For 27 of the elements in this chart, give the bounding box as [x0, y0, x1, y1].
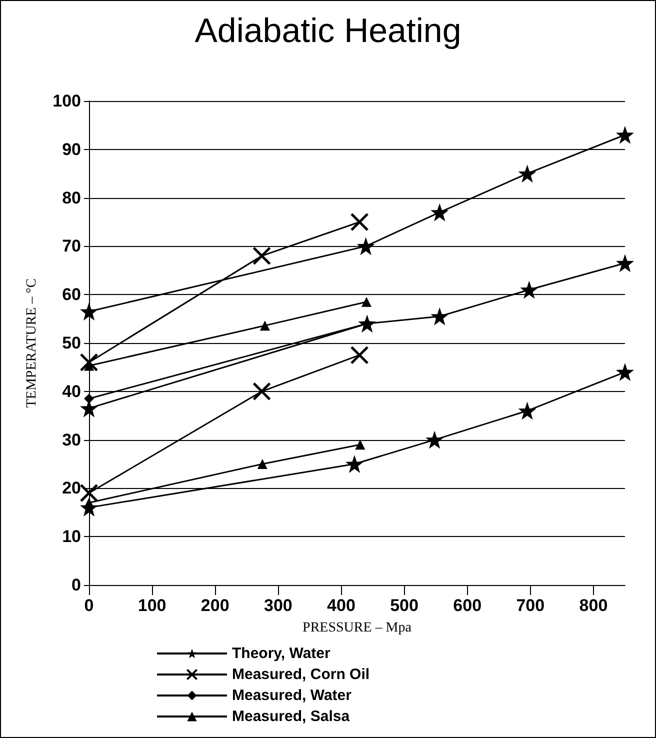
y-tick-label: 90 — [62, 140, 81, 159]
x-tick-label: 400 — [327, 596, 356, 615]
y-tick-label: 100 — [52, 92, 81, 110]
x-tick-label: 0 — [84, 596, 94, 615]
x-axis-title: PRESSURE – Mpa — [302, 620, 412, 636]
x-tick-label: 600 — [453, 596, 482, 615]
legend-label: Measured, Salsa — [232, 708, 350, 725]
y-tick-label: 70 — [62, 236, 81, 256]
x-tick-label: 800 — [579, 596, 608, 615]
x-tick-label: 500 — [390, 596, 418, 615]
y-tick-label: 40 — [62, 382, 81, 401]
y-tick-label: 0 — [72, 576, 81, 594]
y-tick-label: 50 — [62, 334, 81, 352]
x-tick-label: 200 — [200, 596, 230, 615]
y-axis-title: TEMPERATURE – °C — [24, 278, 40, 408]
x-tick-label: 300 — [264, 596, 292, 615]
y-tick-label: 60 — [62, 285, 81, 304]
legend-label: Measured, Corn Oil — [232, 666, 370, 683]
legend-label: Measured, Water — [232, 687, 352, 704]
legend-label: Theory, Water — [232, 645, 331, 662]
y-tick-label: 30 — [62, 430, 81, 450]
y-tick-label: 80 — [62, 188, 81, 208]
chart-title: Adiabatic Heating — [194, 12, 462, 50]
y-tick-label: 20 — [62, 478, 81, 498]
y-tick-label: 10 — [62, 527, 81, 546]
x-tick-label: 100 — [138, 596, 166, 615]
x-tick-label: 700 — [516, 596, 545, 615]
